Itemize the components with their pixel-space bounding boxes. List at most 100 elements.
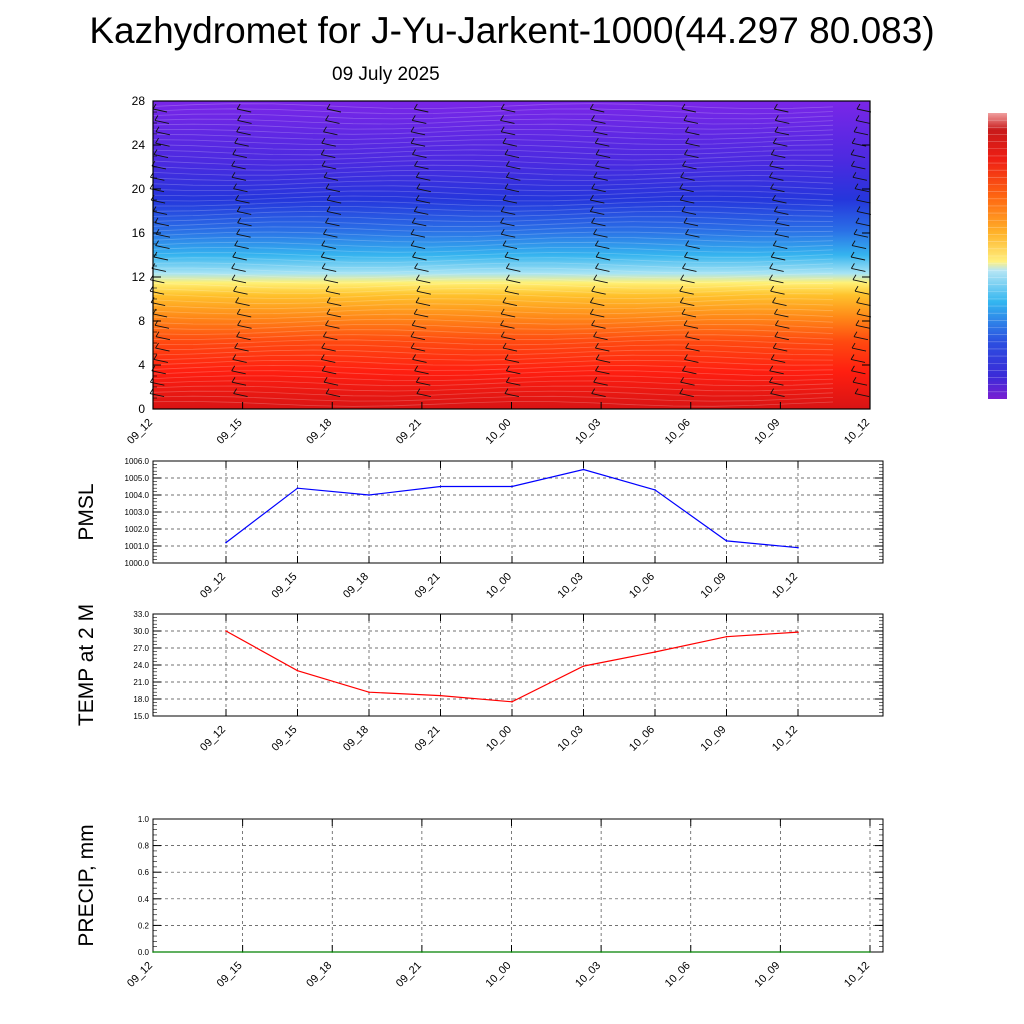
x-tick-label: 10_09 — [699, 571, 729, 601]
wind-barb-flag — [153, 354, 158, 360]
wind-barb-flag — [236, 331, 240, 337]
wind-barb — [769, 165, 784, 170]
y-tick-label: 1003.0 — [125, 508, 150, 517]
wind-barb — [500, 222, 515, 227]
wind-barb — [325, 290, 341, 295]
wind-barb — [501, 336, 516, 341]
wind-barb-flag — [153, 149, 158, 155]
precipitation-panel: 0.0 0.2 0.4 0.6 0.8 1.0 09_12 09_15 09_18 09_21 10… — [75, 815, 884, 990]
wind-barb — [772, 302, 787, 306]
data-point — [511, 701, 513, 703]
wind-barb — [237, 119, 252, 124]
contour-line — [152, 175, 834, 181]
wind-barb — [502, 302, 518, 306]
wind-barb-flag — [231, 274, 236, 281]
wind-barb — [149, 290, 165, 295]
wind-barb-flag — [850, 251, 855, 258]
wind-barb — [775, 324, 790, 329]
wind-barb-flag — [416, 285, 421, 292]
wind-barb-flag — [591, 285, 596, 292]
wind-barb-flag — [854, 285, 859, 292]
contour-line — [152, 344, 834, 351]
wind-barb — [321, 142, 336, 147]
wind-barb — [771, 256, 786, 261]
wind-barb — [325, 119, 340, 124]
y-tick-label: 21.0 — [133, 678, 149, 687]
wind-barb-flag — [234, 137, 239, 144]
wind-barb-flag — [414, 160, 418, 167]
wind-barb-flag — [237, 320, 241, 326]
wind-barb — [593, 233, 608, 238]
wind-barb-flag — [852, 376, 857, 383]
data-point — [510, 951, 513, 953]
data-point — [368, 691, 370, 693]
wind-barb-flag — [155, 342, 159, 349]
wind-barb-flag — [850, 160, 855, 167]
wind-barb — [149, 188, 165, 193]
wind-barb — [415, 302, 431, 306]
wind-barb-flag — [236, 228, 240, 235]
wind-barb — [234, 347, 249, 352]
wind-barb — [855, 222, 871, 227]
x-tick-label: 10_06 — [663, 417, 693, 447]
wind-barb-flag — [320, 149, 325, 155]
contour-line — [152, 133, 834, 140]
wind-barb-flag — [504, 354, 509, 360]
plot-frame — [152, 818, 884, 953]
wind-barb — [416, 290, 431, 295]
wind-barb — [683, 324, 699, 329]
wind-barb-flag — [502, 240, 507, 246]
data-point — [600, 951, 602, 953]
chart-title: Kazhydromet for J-Yu-Jarkent-1000(44.297… — [89, 10, 935, 51]
wind-barb-flag — [772, 240, 777, 246]
wind-barb-flag — [237, 217, 241, 224]
wind-barb-flag — [853, 126, 858, 133]
wind-barb-flag — [684, 149, 688, 155]
contour-line — [152, 226, 834, 233]
wind-barb — [774, 336, 789, 341]
x-tick-label: 09_12 — [125, 960, 155, 990]
wind-barb-flag — [321, 365, 326, 372]
wind-barb — [153, 359, 169, 363]
contour-line — [152, 190, 834, 197]
wind-barb — [851, 370, 866, 375]
wind-barb-flag — [772, 137, 777, 144]
colorbar — [988, 113, 1007, 399]
wind-barb-flag — [232, 251, 237, 258]
wind-barb-flag — [412, 149, 416, 155]
wind-barb — [235, 302, 250, 306]
wind-barb-flag — [231, 160, 236, 167]
wind-barb — [323, 176, 339, 181]
wind-barb — [774, 313, 789, 318]
y-tick-label: 20 — [132, 182, 146, 196]
y-tick-label: 1006.0 — [125, 457, 150, 466]
wind-barb — [590, 313, 605, 318]
wind-barb — [416, 279, 431, 284]
x-tick-label: 10_09 — [752, 960, 782, 990]
wind-barb-flag — [502, 297, 507, 303]
wind-barb — [504, 154, 520, 158]
wind-barb — [153, 154, 169, 158]
wind-barb — [770, 188, 785, 193]
wind-barb — [684, 256, 699, 261]
wind-barb — [850, 359, 866, 363]
wind-barb-flag — [772, 297, 776, 303]
wind-barb-flag — [774, 320, 779, 326]
wind-barb-flag — [593, 274, 598, 281]
wind-barb — [237, 324, 252, 329]
chart-date: 09 July 2025 — [332, 64, 440, 85]
wind-barb-flag — [685, 126, 689, 133]
wind-barb-flag — [321, 137, 326, 144]
wind-barb — [415, 199, 431, 204]
wind-barb — [233, 393, 248, 398]
contour-line — [152, 277, 834, 284]
wind-barb — [501, 313, 516, 318]
wind-barb — [853, 336, 869, 341]
wind-barb-flag — [325, 183, 330, 189]
contour-line — [152, 108, 834, 115]
wind-barb — [855, 324, 871, 329]
wind-barb — [679, 188, 694, 193]
wind-barb-flag — [410, 228, 415, 235]
wind-barb-flag — [853, 331, 858, 337]
x-tick-label: 10_00 — [484, 724, 514, 754]
